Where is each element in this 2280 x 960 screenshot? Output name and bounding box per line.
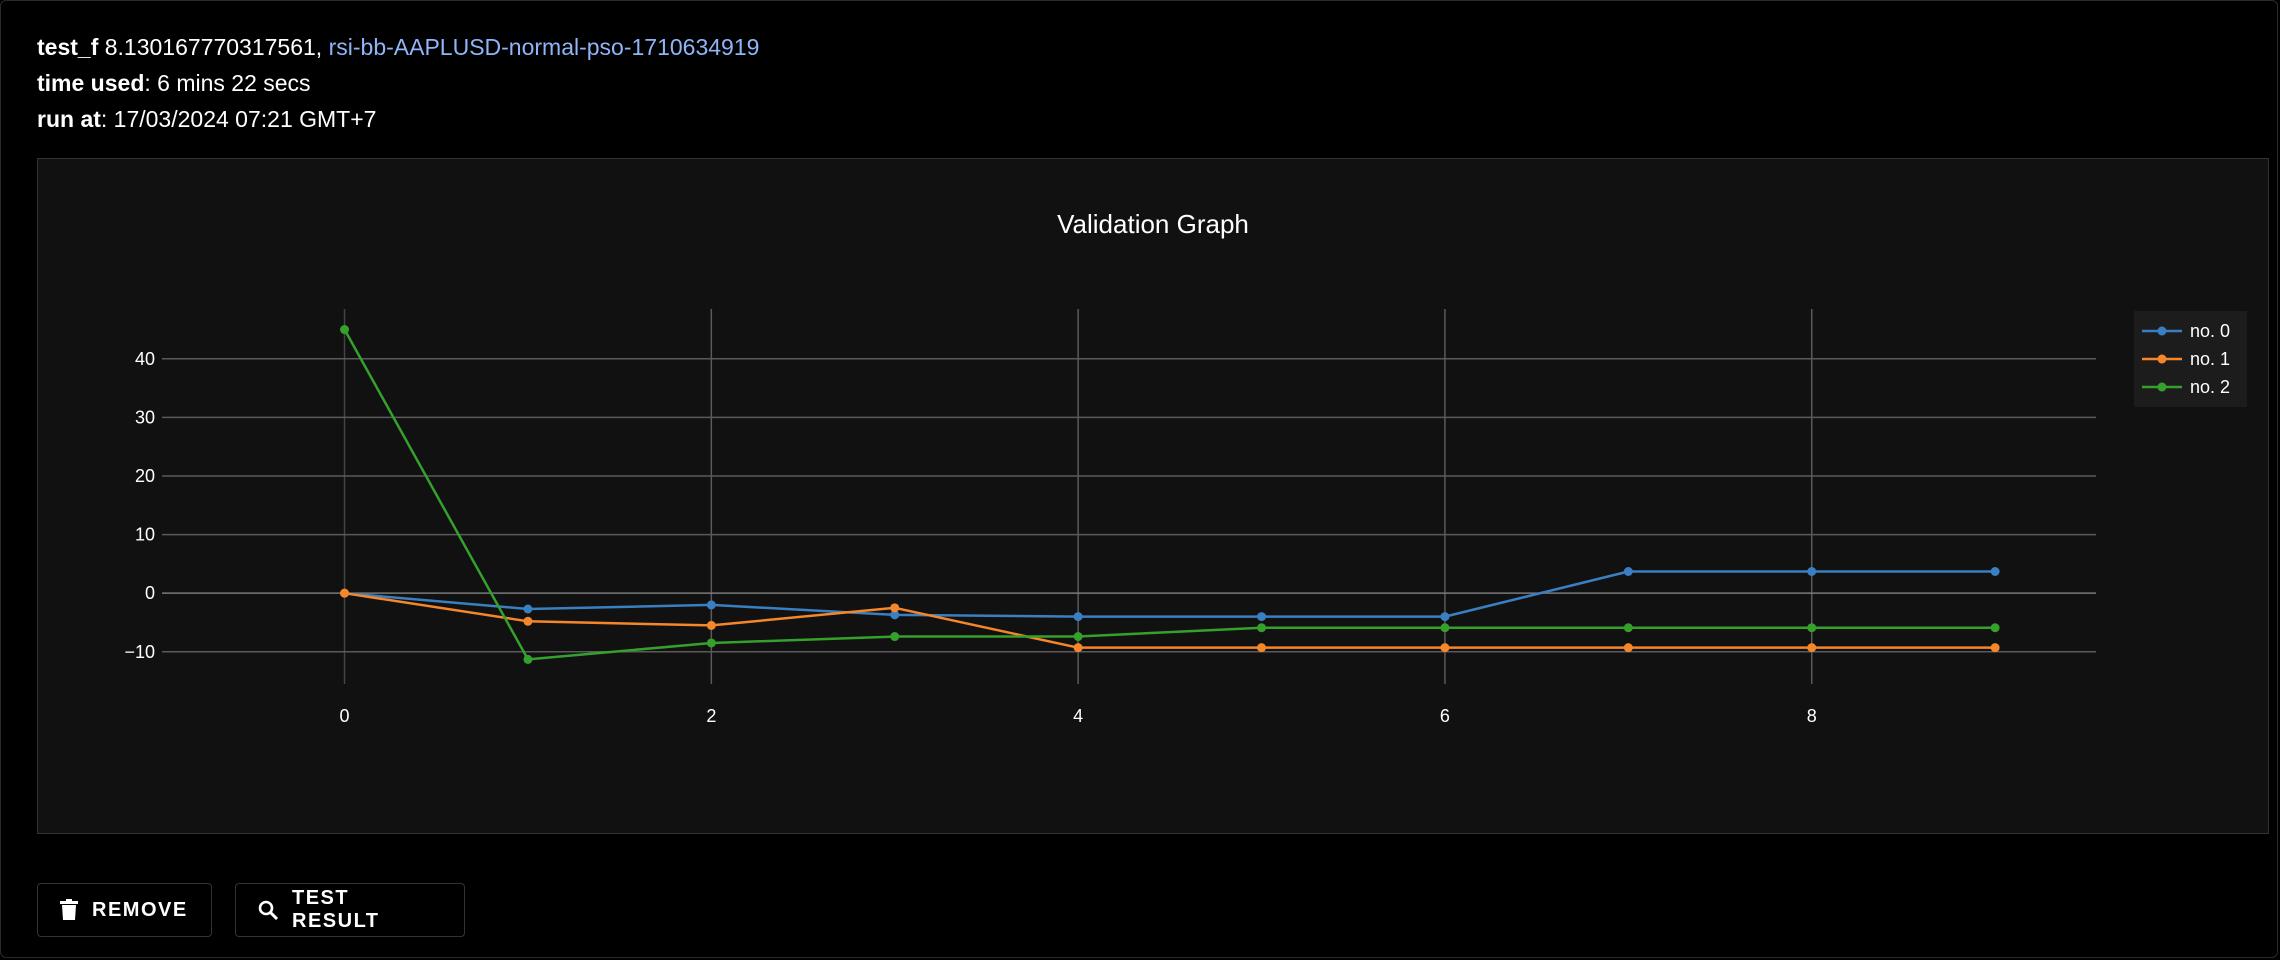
- data-point[interactable]: [890, 603, 900, 613]
- data-point[interactable]: [1073, 643, 1083, 653]
- legend-item-label[interactable]: no. 2: [2190, 377, 2230, 397]
- data-point[interactable]: [1440, 643, 1450, 653]
- data-point[interactable]: [523, 654, 533, 664]
- remove-button-label: REMOVE: [92, 898, 188, 921]
- time-used-value: : 6 mins 22 secs: [144, 70, 311, 96]
- test-f-value: 8.130167770317561,: [98, 34, 329, 60]
- data-point[interactable]: [706, 600, 716, 610]
- data-point[interactable]: [340, 588, 350, 598]
- data-point[interactable]: [1990, 567, 2000, 576]
- series-line-0[interactable]: [344, 570, 1996, 618]
- data-point[interactable]: [890, 632, 900, 642]
- x-tick-label: 2: [706, 706, 716, 726]
- axis-layer: 0 2 4 6 8 −10 0 10 20 30 40: [124, 349, 1816, 726]
- y-tick-label: −10: [124, 642, 155, 662]
- y-tick-label: 20: [135, 466, 155, 486]
- legend-item-label[interactable]: no. 0: [2190, 321, 2230, 341]
- legend[interactable]: no. 0 no. 1 no. 2: [2134, 311, 2247, 407]
- data-point[interactable]: [1990, 623, 2000, 633]
- data-point[interactable]: [1073, 612, 1083, 622]
- data-point[interactable]: [706, 620, 716, 630]
- test-result-button-label: TEST RESULT: [292, 887, 380, 932]
- grid-layer: [162, 309, 2096, 684]
- time-used-line: time used: 6 mins 22 secs: [37, 65, 759, 101]
- data-point[interactable]: [890, 610, 900, 620]
- series-layer: [340, 325, 2000, 664]
- data-point[interactable]: [1073, 632, 1083, 642]
- run-at-label: run at: [37, 106, 101, 132]
- remove-button[interactable]: REMOVE: [37, 883, 212, 937]
- data-point[interactable]: [1623, 567, 1633, 576]
- legend-item-label[interactable]: no. 1: [2190, 349, 2230, 369]
- chart-svg: Validation Graph 0 2 4 6 8 −10 0 10 20 30 40 no. 0…: [124, 209, 2247, 726]
- legend-swatch-marker: [2157, 326, 2167, 336]
- time-used-label: time used: [37, 70, 145, 96]
- data-point[interactable]: [1257, 612, 1267, 622]
- legend-swatch-marker: [2157, 382, 2167, 392]
- run-at-line: run at: 17/03/2024 07:21 GMT+7: [37, 101, 759, 137]
- chart-title: Validation Graph: [1057, 209, 1249, 239]
- data-point[interactable]: [340, 325, 350, 335]
- data-point[interactable]: [1257, 623, 1267, 633]
- data-point[interactable]: [523, 616, 533, 626]
- data-point[interactable]: [706, 638, 716, 648]
- series-line-2[interactable]: [343, 328, 1996, 661]
- x-tick-label: 4: [1073, 706, 1083, 726]
- data-point[interactable]: [1440, 612, 1450, 622]
- y-tick-label: 40: [135, 349, 155, 369]
- data-point[interactable]: [1623, 643, 1633, 653]
- x-tick-label: 8: [1807, 706, 1817, 726]
- search-icon: [258, 900, 278, 920]
- y-tick-label: 30: [135, 407, 155, 427]
- data-point[interactable]: [1807, 643, 1817, 653]
- data-point[interactable]: [1807, 567, 1817, 576]
- test-f-line: test_f 8.130167770317561, rsi-bb-AAPLUSD…: [37, 29, 759, 65]
- test-result-button[interactable]: TEST RESULT: [235, 883, 465, 937]
- run-name-link[interactable]: rsi-bb-AAPLUSD-normal-pso-1710634919: [328, 34, 760, 60]
- data-point[interactable]: [1990, 643, 2000, 653]
- series-line-1[interactable]: [344, 591, 1996, 649]
- test-f-label: test_f: [37, 34, 99, 60]
- legend-swatch-marker: [2157, 354, 2167, 364]
- validation-chart[interactable]: Validation Graph 0 2 4 6 8 −10 0 10 20 30 40 no. 0…: [37, 158, 2269, 834]
- x-tick-label: 6: [1440, 706, 1450, 726]
- x-tick-label: 0: [340, 706, 350, 726]
- run-info: test_f 8.130167770317561, rsi-bb-AAPLUSD…: [37, 29, 759, 137]
- data-point[interactable]: [523, 604, 533, 614]
- data-point[interactable]: [1623, 623, 1633, 633]
- data-point[interactable]: [1807, 623, 1817, 633]
- run-at-value: : 17/03/2024 07:21 GMT+7: [100, 106, 377, 132]
- data-point[interactable]: [1257, 643, 1267, 653]
- trash-icon: [60, 899, 78, 921]
- data-point[interactable]: [1440, 623, 1450, 633]
- y-tick-label: 10: [135, 525, 155, 545]
- y-tick-label: 0: [145, 583, 155, 603]
